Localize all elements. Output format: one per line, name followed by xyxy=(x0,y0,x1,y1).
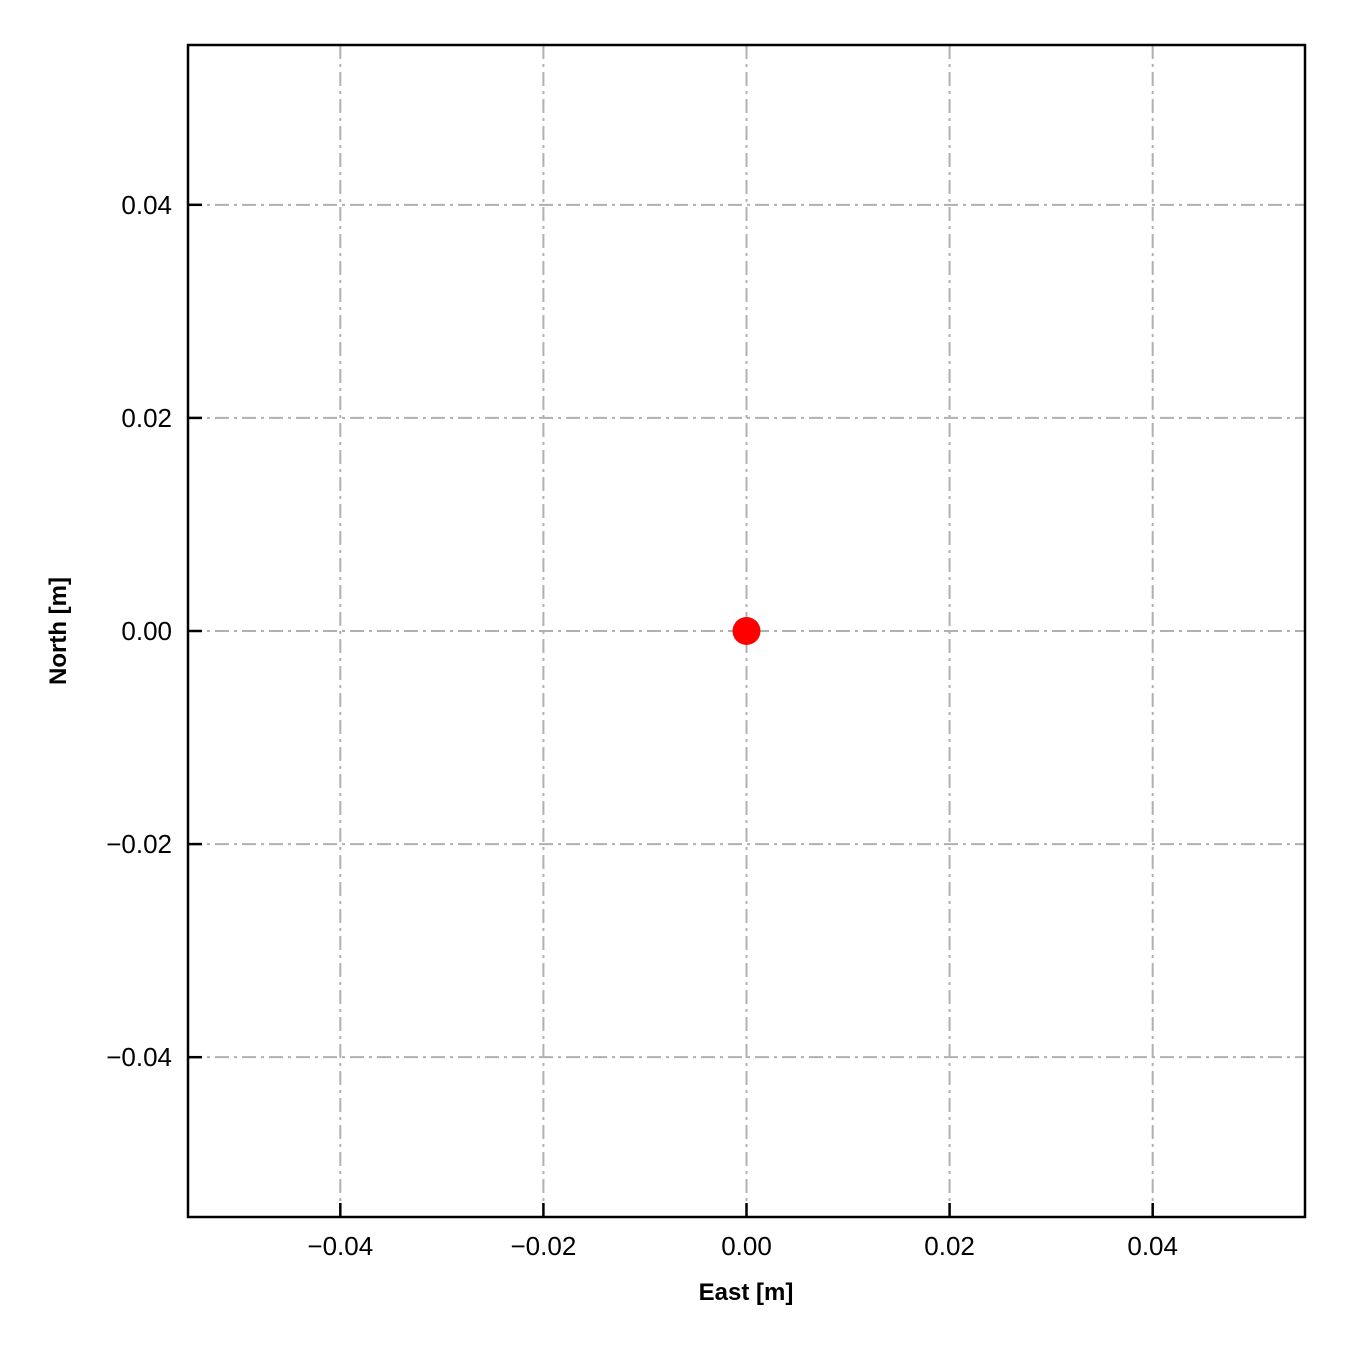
y-tick-label: −0.02 xyxy=(106,829,172,859)
grid xyxy=(188,45,1305,1217)
y-axis-label: North [m] xyxy=(45,577,72,685)
x-axis-label: East [m] xyxy=(699,1279,794,1306)
plot-frame xyxy=(186,43,1307,1219)
x-tick-label: 0.04 xyxy=(1127,1231,1178,1261)
x-tick-label: −0.04 xyxy=(307,1231,373,1261)
data-points xyxy=(732,617,761,645)
data-point xyxy=(732,617,761,645)
y-tick-label: 0.04 xyxy=(121,190,172,220)
ticks: −0.04 −0.02 0.00 0.02 0.04 −0.04 −0.02 0.00 0.02… xyxy=(106,190,1178,1261)
y-tick-label: 0.00 xyxy=(121,616,172,646)
y-tick-label: 0.02 xyxy=(121,403,172,433)
x-tick-label: 0.02 xyxy=(924,1231,975,1261)
x-tick-label: 0.00 xyxy=(721,1231,772,1261)
x-tick-label: −0.02 xyxy=(511,1231,577,1261)
y-tick-label: −0.04 xyxy=(106,1042,172,1072)
